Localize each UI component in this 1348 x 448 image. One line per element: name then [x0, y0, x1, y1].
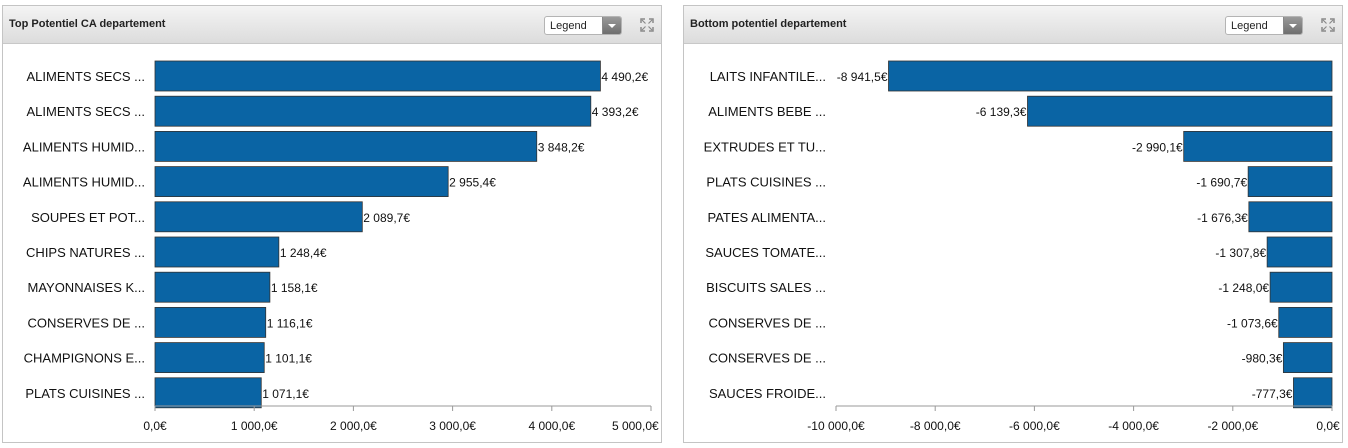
expand-icon[interactable]: [640, 18, 654, 32]
x-tick-label: 5 000,0€: [612, 419, 659, 433]
x-tick-label: -6 000,0€: [1009, 419, 1060, 433]
panel-header: Top Potentiel CA departement Legend: [3, 6, 661, 44]
panel-title: Bottom potentiel departement: [690, 18, 847, 30]
category-label: ALIMENTS HUMID...: [23, 139, 145, 154]
value-label: -1 248,0€: [1218, 281, 1269, 295]
value-label: 1 158,1€: [271, 281, 318, 295]
bar[interactable]: [1183, 131, 1333, 162]
value-label: -2 990,1€: [1132, 140, 1183, 154]
x-tick-label: -2 000,0€: [1207, 419, 1258, 433]
legend-dropdown[interactable]: Legend: [1225, 16, 1303, 35]
bar[interactable]: [154, 271, 271, 303]
x-tick-label: -4 000,0€: [1108, 419, 1159, 433]
category-label: PATES ALIMENTA...: [708, 210, 826, 225]
category-label: ALIMENTS HUMID...: [23, 175, 145, 190]
bottom-potentiel-panel: Bottom potentiel departement Legend LAIT…: [683, 5, 1343, 443]
value-label: 3 848,2€: [538, 140, 585, 154]
x-tick-label: 2 000,0€: [330, 419, 377, 433]
x-tick-label: -10 000,0€: [807, 419, 865, 433]
value-label: -8 941,5€: [837, 70, 888, 84]
bar[interactable]: [888, 60, 1333, 92]
top-potentiel-panel: Top Potentiel CA departement Legend ALIM…: [2, 5, 662, 443]
value-label: -1 690,7€: [1196, 176, 1247, 190]
bar[interactable]: [154, 166, 449, 197]
bar[interactable]: [154, 306, 267, 338]
bar[interactable]: [1278, 306, 1333, 338]
category-label: ALIMENTS BEBE ...: [708, 104, 826, 119]
category-label: EXTRUDES ET TU...: [704, 139, 826, 154]
value-label: -6 139,3€: [976, 105, 1027, 119]
x-tick-label: 1 000,0€: [231, 419, 278, 433]
bar[interactable]: [154, 131, 538, 162]
category-label: BISCUITS SALES ...: [706, 280, 826, 295]
bar[interactable]: [1027, 95, 1333, 127]
legend-dropdown[interactable]: Legend: [544, 16, 622, 35]
value-label: -777,3€: [1252, 387, 1293, 401]
panel-title: Top Potentiel CA departement: [9, 18, 166, 30]
category-label: MAYONNAISES K...: [27, 280, 145, 295]
category-label: CONSERVES DE ...: [27, 315, 145, 330]
expand-icon[interactable]: [1321, 18, 1335, 32]
value-label: 2 089,7€: [363, 211, 410, 225]
category-label: CHIPS NATURES ...: [26, 245, 145, 260]
bar[interactable]: [154, 342, 265, 374]
bar[interactable]: [1247, 166, 1333, 197]
bar[interactable]: [154, 95, 592, 127]
category-label: SAUCES TOMATE...: [705, 245, 826, 260]
bar[interactable]: [154, 236, 280, 268]
x-tick-label: -8 000,0€: [910, 419, 961, 433]
category-label: CONSERVES DE ...: [708, 351, 826, 366]
bottom-potentiel-chart: LAITS INFANTILE... -8 941,5€ ALIMENTS BEBE…: [704, 60, 1340, 433]
category-label: SOUPES ET POT...: [31, 210, 145, 225]
legend-dropdown-label: Legend: [550, 20, 587, 32]
category-label: PLATS CUISINES ...: [706, 175, 826, 190]
value-label: 4 490,2€: [601, 70, 648, 84]
value-label: 2 955,4€: [449, 176, 496, 190]
x-tick-label: 4 000,0€: [528, 419, 575, 433]
category-label: LAITS INFANTILE...: [710, 69, 826, 84]
value-label: -1 073,6€: [1227, 316, 1278, 330]
chevron-down-icon: [602, 17, 621, 34]
chevron-down-icon: [1283, 17, 1302, 34]
category-label: SAUCES FROIDE...: [709, 386, 826, 401]
category-label: CHAMPIGNONS E...: [24, 351, 145, 366]
value-label: 1 248,4€: [280, 246, 327, 260]
category-label: PLATS CUISINES ...: [25, 386, 145, 401]
bar[interactable]: [1293, 377, 1333, 409]
bar[interactable]: [154, 60, 601, 92]
bar[interactable]: [1282, 342, 1333, 374]
value-label: -1 307,8€: [1215, 246, 1266, 260]
category-label: CONSERVES DE ...: [708, 315, 826, 330]
bar[interactable]: [154, 377, 262, 409]
bar[interactable]: [154, 201, 363, 233]
top-potentiel-chart: ALIMENTS SECS ... 4 490,2€ ALIMENTS SECS .…: [23, 60, 659, 433]
x-tick-label: 0,0€: [1316, 419, 1340, 433]
category-label: ALIMENTS SECS ...: [27, 104, 145, 119]
value-label: -980,3€: [1242, 352, 1283, 366]
value-label: 4 393,2€: [592, 105, 639, 119]
value-label: 1 071,1€: [262, 387, 309, 401]
x-tick-label: 3 000,0€: [429, 419, 476, 433]
value-label: -1 676,3€: [1197, 211, 1248, 225]
bar[interactable]: [1248, 201, 1333, 233]
value-label: 1 116,1€: [267, 316, 313, 330]
value-label: 1 101,1€: [265, 352, 312, 366]
panel-header: Bottom potentiel departement Legend: [684, 6, 1342, 44]
bar[interactable]: [1266, 236, 1333, 268]
x-tick-label: 0,0€: [143, 419, 167, 433]
category-label: ALIMENTS SECS ...: [27, 69, 145, 84]
legend-dropdown-label: Legend: [1231, 20, 1268, 32]
bar[interactable]: [1269, 271, 1333, 303]
